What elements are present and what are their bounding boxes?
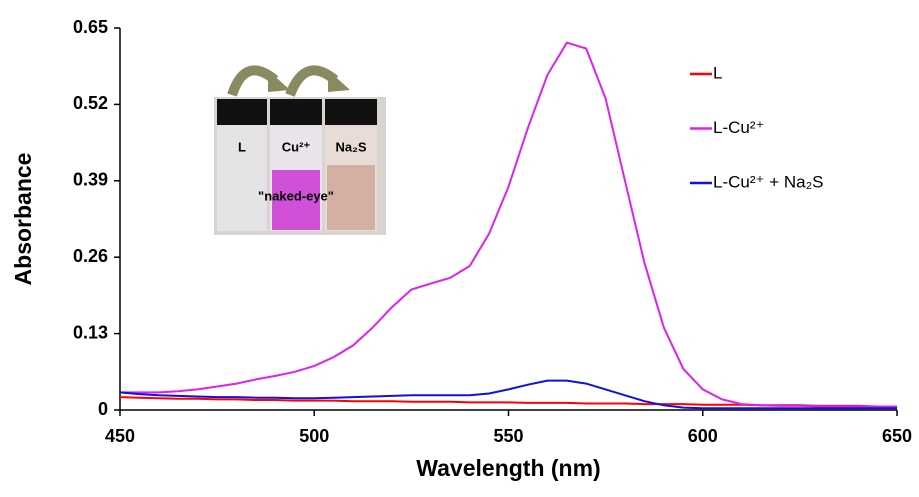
y-tick-label: 0.65 [73, 17, 108, 37]
vial-label: Na₂S [335, 139, 366, 154]
y-tick-label: 0.13 [73, 322, 108, 342]
x-tick-label: 600 [688, 426, 718, 446]
vial-label: Cu²⁺ [282, 139, 311, 154]
x-tick-label: 500 [299, 426, 329, 446]
series-line [120, 41, 897, 408]
legend-label: L-Cu²⁺ [713, 118, 764, 137]
x-axis-title: Wavelength (nm) [416, 455, 600, 481]
x-tick-label: 450 [105, 426, 135, 446]
y-axis-title: Absorbance [10, 153, 36, 286]
inset-caption: "naked-eye" [258, 188, 334, 203]
y-tick-label: 0.52 [73, 93, 108, 113]
y-tick-label: 0.39 [73, 170, 108, 190]
x-tick-label: 550 [493, 426, 523, 446]
x-tick-label: 650 [882, 426, 912, 446]
legend-label: L [713, 63, 722, 82]
inset-photo [214, 65, 386, 235]
vial-label: L [238, 139, 246, 154]
y-tick-label: 0.26 [73, 246, 108, 266]
legend-label: L-Cu²⁺ + Na₂S [713, 172, 824, 191]
series-line [119, 379, 897, 410]
y-tick-label: 0 [98, 399, 108, 419]
